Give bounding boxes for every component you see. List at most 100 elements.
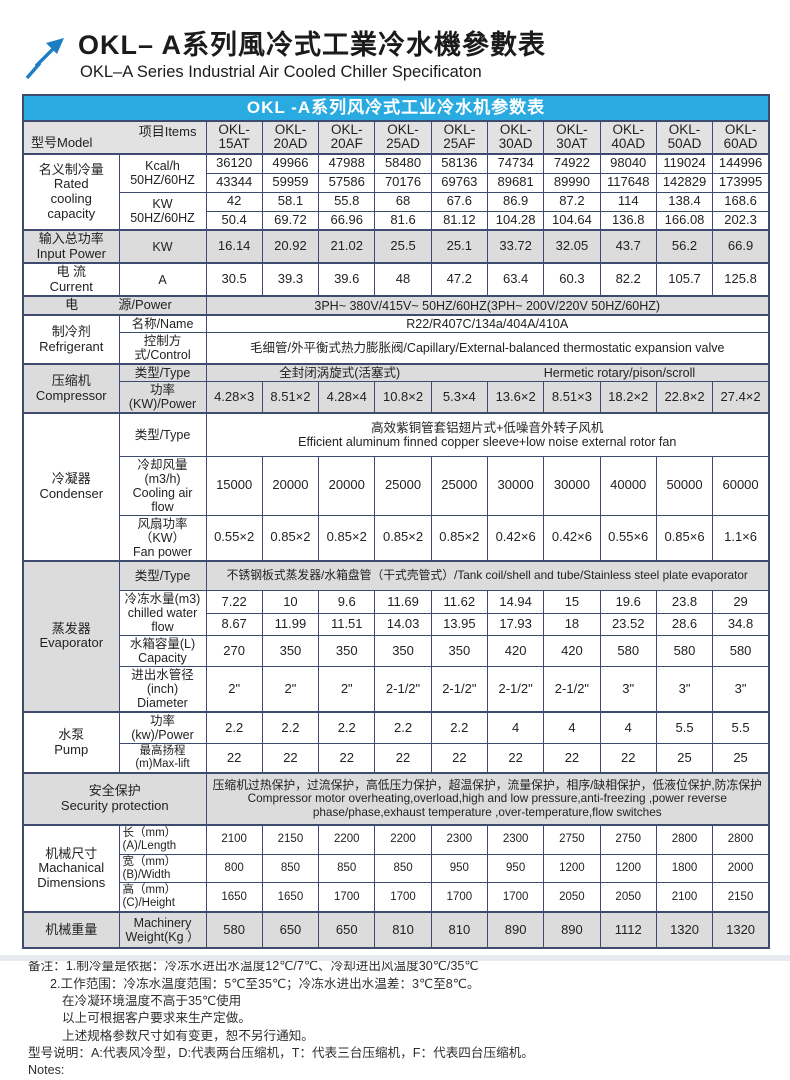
value-cell: 68 bbox=[374, 191, 432, 212]
page-header: OKL– A系列風冷式工業冷水機參數表 OKL–A Series Industr… bbox=[24, 30, 790, 83]
row-sublabel: 冷却风量(m3/h) Cooling air flow bbox=[118, 455, 207, 516]
row-sublabel: 名称/Name bbox=[118, 314, 207, 334]
value-cell: 21.02 bbox=[318, 228, 376, 264]
value-cell: 2150 bbox=[712, 882, 770, 913]
value-cell: 39.6 bbox=[318, 262, 376, 297]
row-sublabel: 进出水管径(inch) Diameter bbox=[118, 666, 207, 713]
value-cell: 0.85×2 bbox=[374, 514, 432, 562]
value-cell: 23.8 bbox=[655, 590, 714, 614]
value-cell: 890 bbox=[543, 911, 601, 949]
value-cell: 0.85×2 bbox=[261, 514, 320, 562]
table-row: 水泵 Pump 功率(kw)/Power 2.2 2.2 2.2 2.2 2.2 4 4 4 5.5 5… bbox=[22, 711, 770, 774]
merged-value: 高效紫铜管套铝翅片式+低噪音外转子风机 Efficient aluminum fi… bbox=[205, 412, 770, 457]
value-cell: 2100 bbox=[655, 882, 714, 913]
value-cell: 2000 bbox=[712, 853, 770, 884]
value-cell: 202.3 bbox=[712, 210, 770, 231]
note-line: 以上可根据客户要求来生产定做。 bbox=[62, 1011, 251, 1026]
value-cell: 1320 bbox=[655, 911, 714, 949]
value-cell: 29 bbox=[712, 590, 770, 614]
value-cell: 950 bbox=[430, 853, 488, 884]
row-label: 冷凝器 Condenser bbox=[22, 412, 120, 562]
value-cell: 98040 bbox=[599, 153, 657, 174]
value-cell: 2-1/2" bbox=[543, 666, 601, 713]
value-cell: 1650 bbox=[261, 882, 320, 913]
value-cell: 3" bbox=[712, 666, 770, 713]
value-cell: 11.99 bbox=[261, 612, 320, 637]
table-row: 43344 59959 57586 70176 69763 89681 89990 11764… bbox=[23, 172, 770, 193]
value-cell: 2800 bbox=[655, 823, 714, 855]
value-cell: 49966 bbox=[261, 153, 320, 174]
table-row: 名义制冷量 Rated cooling capacity Kcal/h 50HZ/60HZ… bbox=[22, 153, 770, 231]
value-cell: 4 bbox=[486, 711, 545, 745]
value-cell: 890 bbox=[486, 911, 545, 949]
value-cell: 173995 bbox=[712, 172, 770, 193]
page-title: OKL– A系列風冷式工業冷水機參數表 bbox=[78, 30, 547, 60]
value-cell: 168.6 bbox=[712, 191, 770, 212]
row-sublabel: Machinery Weight(Kg ） bbox=[118, 911, 207, 949]
value-cell: 19.6 bbox=[599, 590, 657, 614]
row-label: 电 流 Current bbox=[22, 262, 120, 297]
value-cell: 1700 bbox=[374, 882, 432, 913]
row-sublabel: 功率(kw)/Power bbox=[118, 711, 207, 745]
value-cell: 11.62 bbox=[430, 590, 488, 614]
row-sublabel: 长（mm）(A)/Length bbox=[118, 823, 207, 855]
value-cell: 69763 bbox=[430, 172, 488, 193]
value-cell: 4.28×4 bbox=[318, 381, 376, 414]
value-cell: 74922 bbox=[543, 153, 601, 174]
row-label: 电 源/Power bbox=[22, 295, 207, 316]
value-cell: 18.2×2 bbox=[599, 381, 657, 414]
table-row: 电 源/Power 3PH~ 380V/415V~ 50HZ/60HZ(3PH~ 2… bbox=[22, 295, 770, 316]
value-cell: 810 bbox=[430, 911, 488, 949]
row-sublabel: 最高扬程(m)Max-lift bbox=[118, 743, 207, 774]
value-cell: 0.85×6 bbox=[655, 514, 714, 562]
value-cell: 166.08 bbox=[655, 210, 714, 231]
value-cell: 580 bbox=[712, 635, 770, 668]
value-cell: 47988 bbox=[318, 153, 376, 174]
value-cell: 1800 bbox=[655, 853, 714, 884]
value-cell: 22 bbox=[318, 743, 376, 774]
value-cell: 1200 bbox=[543, 853, 601, 884]
row-sublabel: 冷冻水量(m3) chilled water flow bbox=[118, 590, 207, 637]
value-cell: 2" bbox=[318, 666, 376, 713]
corner-items-label: 项目Items bbox=[138, 123, 197, 139]
merged-value: R22/R407C/134a/404A/410A bbox=[205, 314, 770, 334]
row-label: 水泵 Pump bbox=[22, 711, 120, 774]
row-label: 蒸发器 Evaporator bbox=[22, 559, 120, 713]
model-header: OKL- 30AT bbox=[543, 119, 601, 155]
value-cell: 5.5 bbox=[712, 711, 770, 745]
value-cell: 58.1 bbox=[261, 191, 320, 212]
value-cell: 22 bbox=[486, 743, 545, 774]
value-cell: 117648 bbox=[599, 172, 657, 193]
table-row: 制冷剂 Refrigerant 名称/Name R22/R407C/134a/404A… bbox=[22, 314, 770, 365]
value-cell: 20000 bbox=[318, 455, 376, 516]
row-sublabel: 类型/Type bbox=[118, 363, 207, 383]
value-cell: 74734 bbox=[486, 153, 545, 174]
note-line: 上述规格参数尺寸如有变更，恕不另行通知。 bbox=[62, 1028, 314, 1043]
value-cell: 2-1/2" bbox=[374, 666, 432, 713]
value-cell: 0.55×6 bbox=[599, 514, 657, 562]
model-header: OKL- 40AD bbox=[599, 119, 657, 155]
merged-value: 3PH~ 380V/415V~ 50HZ/60HZ(3PH~ 200V/220V… bbox=[205, 295, 770, 316]
value-cell: 580 bbox=[655, 635, 714, 668]
value-cell: 14.94 bbox=[486, 590, 545, 614]
value-cell: 2.2 bbox=[374, 711, 432, 745]
value-cell: 17.93 bbox=[486, 612, 545, 637]
value-cell: 30.5 bbox=[205, 262, 263, 297]
value-cell: 1.1×6 bbox=[712, 514, 770, 562]
value-cell: 2050 bbox=[543, 882, 601, 913]
value-cell: 42 bbox=[205, 191, 263, 212]
value-cell: 25000 bbox=[374, 455, 432, 516]
value-cell: 25 bbox=[712, 743, 770, 774]
model-header: OKL- 15AT bbox=[205, 119, 263, 155]
value-cell: 39.3 bbox=[261, 262, 320, 297]
table-row: 冷却风量(m3/h) Cooling air flow 15000 20000 2000… bbox=[23, 455, 770, 516]
value-cell: 22 bbox=[205, 743, 263, 774]
value-cell: 11.69 bbox=[374, 590, 432, 614]
value-cell: 7.22 bbox=[205, 590, 263, 614]
value-cell: 40000 bbox=[599, 455, 657, 516]
value-cell: 23.52 bbox=[599, 612, 657, 637]
value-cell: 15 bbox=[543, 590, 601, 614]
merged-value: 不锈钢板式蒸发器/水箱盘管（干式壳管式）/Tank coil/shell and… bbox=[205, 559, 770, 592]
value-cell: 1700 bbox=[430, 882, 488, 913]
table-row: 蒸发器 Evaporator 类型/Type 不锈钢板式蒸发器/水箱盘管（干式壳管式）… bbox=[22, 559, 770, 713]
